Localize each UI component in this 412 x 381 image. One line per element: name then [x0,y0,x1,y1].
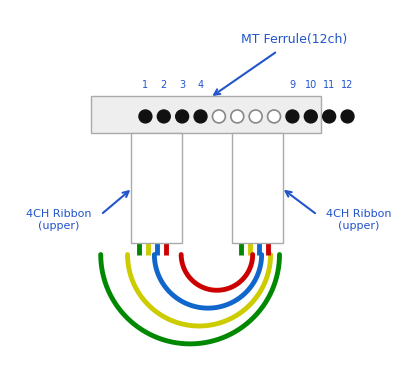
Text: 2: 2 [161,80,167,90]
Circle shape [249,110,262,123]
Bar [232,133,283,243]
Bar [131,133,182,243]
Text: 11: 11 [323,80,335,90]
Text: 1: 1 [143,80,148,90]
Circle shape [286,110,299,123]
Text: 10: 10 [304,80,317,90]
Text: 3: 3 [179,80,185,90]
Circle shape [341,110,354,123]
Circle shape [323,110,336,123]
Text: 4CH Ribbon
(upper): 4CH Ribbon (upper) [326,209,392,231]
Circle shape [176,110,189,123]
Circle shape [304,110,317,123]
Circle shape [157,110,170,123]
Circle shape [231,110,244,123]
Text: 4CH Ribbon
(upper): 4CH Ribbon (upper) [26,209,92,231]
Circle shape [194,110,207,123]
Circle shape [139,110,152,123]
Bar [91,96,321,133]
Text: MT Ferrule(12ch): MT Ferrule(12ch) [241,33,348,46]
Circle shape [267,110,281,123]
Text: 9: 9 [289,80,295,90]
Text: 12: 12 [342,80,354,90]
Circle shape [213,110,225,123]
Text: 4: 4 [197,80,204,90]
